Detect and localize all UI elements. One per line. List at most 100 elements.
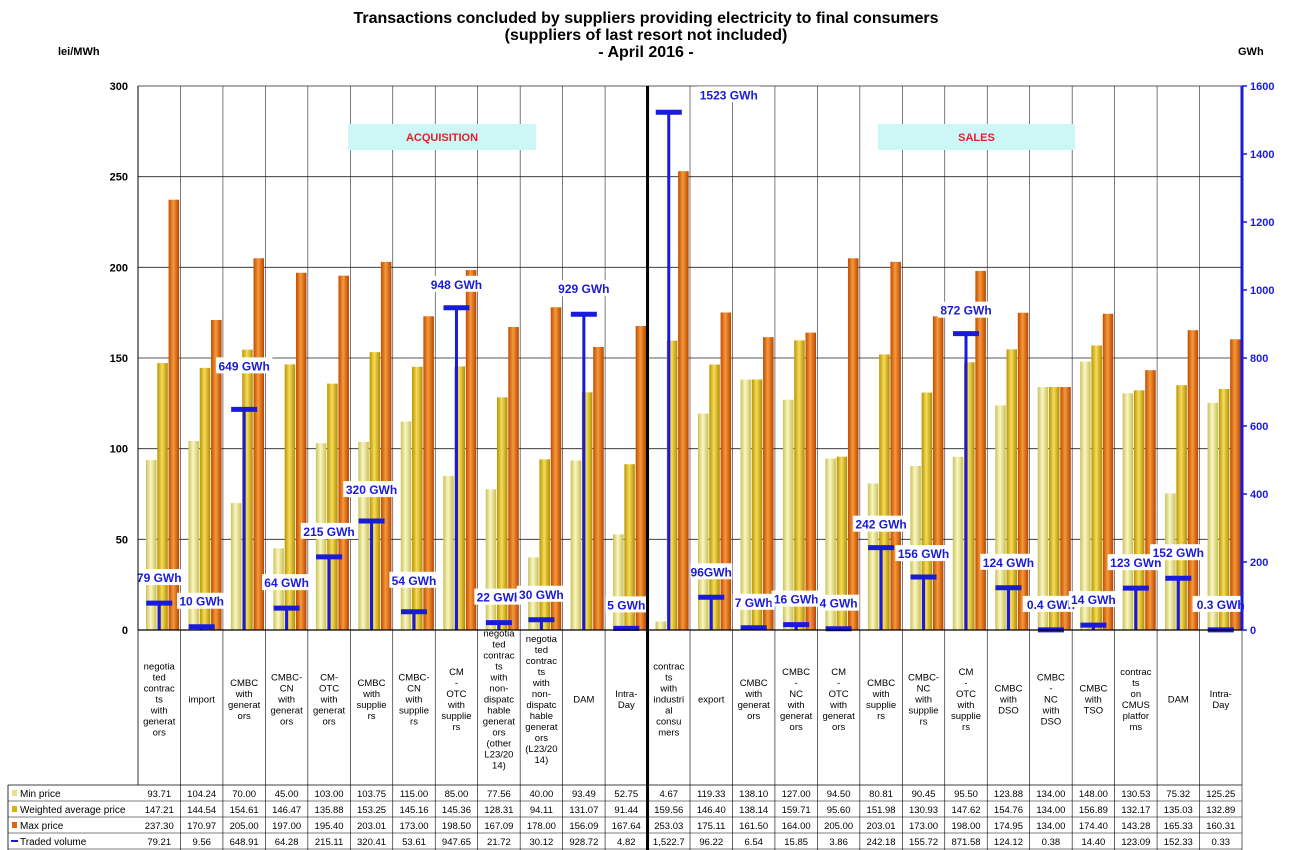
bar-max-price	[253, 258, 265, 630]
table-cell-value: 173.00	[399, 821, 428, 832]
traded-volume-data-label: 0.4 GWh	[1027, 598, 1075, 612]
category-label: DAM	[1168, 695, 1189, 706]
category-label: negotia ted contrac ts with non-dispatc hable g…	[525, 634, 558, 766]
table-cell-value: 148.00	[1079, 789, 1108, 800]
y-right-tick-label: 200	[1250, 557, 1268, 569]
traded-volume-data-label: 64 GWh	[264, 576, 309, 590]
traded-volume-data-label: 1523 GWh	[700, 88, 758, 102]
data-label-background	[605, 596, 648, 613]
category-label: CMBC with supplie rs	[356, 678, 386, 722]
bar-min-price	[995, 405, 1006, 630]
table-cell-value: 147.62	[951, 805, 980, 816]
y-right-tick-label: 600	[1250, 421, 1268, 433]
bar-weighted-average-price	[1048, 387, 1060, 630]
bar-max-price	[1187, 330, 1199, 630]
bar-max-price	[550, 307, 562, 630]
table-cell-value: 320.41	[357, 837, 386, 848]
table-cell-value: 167.09	[484, 821, 513, 832]
table-cell-value: 160.31	[1206, 821, 1235, 832]
table-cell-value: 203.01	[867, 821, 896, 832]
table-cell-value: 104.24	[187, 789, 216, 800]
table-cell-value: 154.61	[230, 805, 259, 816]
table-cell-value: 147.21	[145, 805, 174, 816]
traded-volume-data-label: 22 GWh	[477, 591, 522, 605]
category-label: CMBC-CN with generat ors	[270, 673, 303, 728]
table-cell-value: 164.00	[782, 821, 811, 832]
table-cell-value: 159.56	[654, 805, 683, 816]
bar-min-price	[1207, 402, 1219, 630]
bar-weighted-average-price	[794, 340, 805, 630]
y-left-tick-label: 0	[122, 625, 128, 637]
category-label: Intra-Day	[1210, 689, 1232, 711]
category-label: CMBC with generat ors	[228, 678, 261, 722]
bar-min-price	[825, 458, 836, 630]
table-cell-value: 174.95	[994, 821, 1023, 832]
bar-max-price	[168, 199, 180, 631]
traded-volume-data-label: 156 GWh	[898, 547, 949, 561]
y-right-tick-label: 1600	[1250, 81, 1274, 93]
chart-subtitle: (suppliers of last resort not included)	[504, 27, 788, 44]
bar-min-price	[698, 413, 709, 630]
table-cell-value: 165.33	[1164, 821, 1193, 832]
table-cell-value: 205.00	[230, 821, 259, 832]
table-cell-value: 167.64	[612, 821, 641, 832]
legend-swatch	[12, 806, 17, 812]
legend-swatch	[12, 790, 17, 796]
table-cell-value: 93.49	[572, 789, 596, 800]
bar-min-price	[655, 621, 667, 630]
data-label-background	[516, 585, 566, 602]
table-cell-value: 80.81	[869, 789, 893, 800]
table-cell-value: 115.00	[400, 789, 428, 800]
table-cell-value: 3.86	[829, 837, 848, 848]
table-cell-value: 197.00	[272, 821, 301, 832]
bar-max-price	[465, 270, 477, 630]
table-cell-value: 128.31	[484, 805, 513, 816]
bar-min-price	[782, 399, 794, 630]
traded-volume-data-label: 0.3 GWh	[1197, 598, 1245, 612]
bar-min-price	[740, 379, 751, 630]
table-cell-value: 79.21	[147, 837, 171, 848]
data-label-background	[1068, 591, 1118, 608]
data-label-background	[817, 594, 860, 611]
category-label: DAM	[573, 695, 594, 706]
table-cell-value: 94.11	[530, 805, 553, 816]
bar-min-price	[358, 441, 369, 630]
table-cell-value: 145.16	[399, 805, 428, 816]
traded-volume-data-label: 242 GWh	[855, 518, 906, 532]
data-label-background	[1192, 595, 1249, 612]
bar-weighted-average-price	[709, 364, 720, 630]
table-cell-value: 152.33	[1164, 837, 1193, 848]
category-label: CM -OTC with supplie rs	[441, 667, 471, 733]
bar-weighted-average-price	[284, 364, 296, 630]
bar-weighted-average-price	[454, 366, 466, 630]
y-left-tick-label: 300	[110, 81, 128, 93]
table-cell-value: 15.85	[784, 837, 808, 848]
traded-volume-data-label: 30 GWh	[519, 588, 564, 602]
table-cell-value: 928.72	[569, 837, 598, 848]
bar-max-price	[720, 312, 732, 630]
table-cell-value: 30.12	[529, 837, 553, 848]
y-left-tick-label: 50	[116, 534, 128, 546]
table-cell-value: 21.72	[487, 837, 511, 848]
bar-weighted-average-price	[624, 464, 635, 630]
data-label-background	[428, 275, 485, 292]
bar-weighted-average-price	[751, 379, 763, 630]
y-left-tick-label: 250	[110, 172, 128, 184]
bar-max-price	[295, 272, 307, 630]
table-cell-value: 14.40	[1081, 837, 1105, 848]
table-cell-value: 161.50	[739, 821, 768, 832]
table-cell-value: 175.11	[697, 821, 725, 832]
traded-volume-data-label: 215 GWh	[303, 525, 354, 539]
table-cell-value: 215.11	[315, 837, 343, 848]
chart-title: Transactions concluded by suppliers prov…	[353, 10, 939, 27]
table-cell-value: 173.00	[909, 821, 938, 832]
bar-weighted-average-price	[1176, 385, 1187, 630]
traded-volume-data-label: 79 GWh	[137, 571, 182, 585]
data-label-background	[134, 569, 184, 586]
table-cell-value: 70.00	[232, 789, 256, 800]
data-label-background	[852, 515, 910, 532]
category-label: CMBC -NC with generat ors	[780, 667, 813, 733]
bar-max-price	[805, 332, 817, 630]
table-cell-value: 40.00	[529, 789, 553, 800]
